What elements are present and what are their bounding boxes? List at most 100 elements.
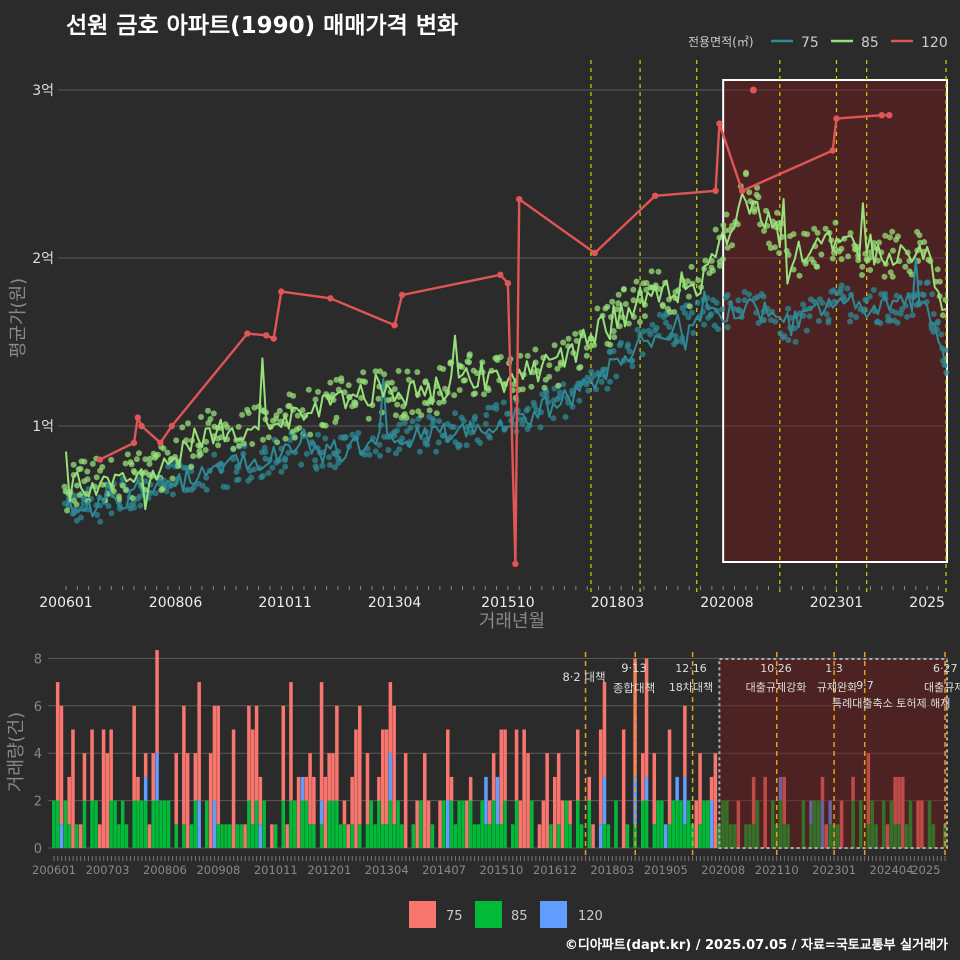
series-75-point bbox=[261, 444, 268, 451]
bar-75 bbox=[182, 705, 186, 825]
series-85-point bbox=[77, 492, 83, 498]
series-120-point bbox=[244, 330, 251, 337]
bar-85 bbox=[893, 824, 897, 848]
bar-85 bbox=[503, 800, 507, 848]
series-120-point bbox=[263, 332, 270, 339]
bar-120 bbox=[258, 824, 263, 848]
bar-75 bbox=[296, 776, 301, 848]
bar-85 bbox=[859, 800, 863, 848]
bar-85 bbox=[748, 824, 752, 848]
series-75-point bbox=[724, 324, 731, 331]
policy-label-7b: 대출규제 bbox=[924, 681, 960, 694]
bar-75 bbox=[174, 753, 179, 825]
credit-text: ©디아파트(dapt.kr) / 2025.07.05 / 자료=국토교통부 실… bbox=[564, 938, 948, 953]
policy-label-7a: 6·27 bbox=[933, 662, 958, 675]
bar-85 bbox=[335, 800, 339, 848]
series-75-point bbox=[131, 504, 138, 511]
series-75-point bbox=[938, 331, 945, 338]
series-75-point bbox=[235, 476, 242, 483]
series-85-point bbox=[528, 383, 535, 390]
series-85-point bbox=[633, 278, 640, 285]
series-85-point bbox=[822, 225, 829, 232]
series-85-point bbox=[620, 286, 627, 293]
series-85-point bbox=[129, 495, 136, 502]
series-85-point bbox=[215, 442, 222, 449]
series-85-point bbox=[381, 371, 388, 378]
policy-label-3a: 12·16 bbox=[675, 662, 707, 675]
bar-85 bbox=[530, 800, 534, 848]
bar-120 bbox=[300, 776, 305, 801]
bar-85 bbox=[247, 800, 251, 848]
policy-label-2b: 종합대책 bbox=[613, 681, 655, 695]
bar-85 bbox=[113, 800, 117, 848]
series-75-point bbox=[930, 311, 937, 317]
series-85-point bbox=[81, 458, 88, 465]
bar-85 bbox=[728, 824, 733, 848]
series-85-point bbox=[802, 260, 809, 267]
bar-75 bbox=[545, 753, 549, 848]
bottom-x-tick-11: 201905 bbox=[644, 863, 688, 877]
series-75-point bbox=[735, 297, 742, 304]
series-75-point bbox=[543, 389, 550, 396]
series-85-point bbox=[294, 412, 301, 419]
bar-85 bbox=[308, 824, 312, 848]
series-75-point bbox=[610, 348, 617, 354]
series-85-point bbox=[173, 437, 180, 444]
bar-75 bbox=[426, 800, 431, 848]
series-85-point bbox=[754, 184, 761, 191]
series-75-point bbox=[278, 468, 285, 475]
series-85-point bbox=[546, 373, 553, 380]
series-85-point bbox=[459, 364, 465, 370]
series-85-point bbox=[771, 244, 778, 251]
series-85-point bbox=[108, 456, 115, 463]
series-120-point bbox=[504, 280, 512, 287]
bar-75 bbox=[602, 682, 607, 777]
bar-85 bbox=[816, 800, 821, 848]
bar-85 bbox=[304, 800, 309, 848]
series-85-line bbox=[65, 192, 947, 511]
bar-75 bbox=[67, 776, 71, 825]
series-75-point bbox=[909, 312, 916, 319]
series-85-point bbox=[874, 257, 881, 264]
series-75-point bbox=[211, 451, 218, 458]
series-120-point bbox=[652, 192, 659, 199]
policy-label-4a: 10·26 bbox=[760, 662, 792, 675]
series-85-point bbox=[702, 257, 709, 264]
series-85-point bbox=[179, 424, 186, 431]
bar-75 bbox=[694, 800, 699, 848]
bar-85 bbox=[377, 800, 381, 848]
series-85-point bbox=[291, 434, 298, 441]
bar-85 bbox=[751, 824, 756, 848]
series-85-point bbox=[886, 234, 893, 241]
series-85-point bbox=[77, 465, 84, 472]
series-85-point bbox=[394, 401, 401, 408]
series-75-point bbox=[199, 482, 206, 489]
series-85-point bbox=[695, 277, 702, 284]
bar-85 bbox=[652, 824, 657, 848]
series-75-point bbox=[137, 502, 144, 509]
bar-85 bbox=[927, 800, 932, 848]
bar-85 bbox=[813, 800, 817, 848]
bottom-x-tick-13: 202110 bbox=[755, 863, 799, 877]
bar-85 bbox=[312, 824, 316, 848]
bar-75 bbox=[281, 705, 286, 801]
series-75-point bbox=[560, 381, 567, 388]
bar-120 bbox=[683, 776, 687, 825]
series-85-point bbox=[532, 346, 539, 353]
bar-85 bbox=[499, 824, 504, 848]
bar-85 bbox=[235, 824, 240, 848]
series-75-point bbox=[760, 293, 767, 300]
series-85-point bbox=[746, 189, 753, 196]
series-75-point bbox=[741, 288, 748, 295]
bar-75 bbox=[55, 682, 60, 801]
series-85-point bbox=[594, 305, 601, 312]
series-75-point bbox=[598, 378, 605, 385]
series-75-point bbox=[604, 385, 611, 392]
series-85-point bbox=[244, 406, 251, 413]
bar-75 bbox=[270, 824, 274, 848]
bar-75 bbox=[392, 705, 396, 825]
series-85-point bbox=[688, 263, 695, 270]
series-85-point bbox=[942, 296, 949, 303]
bar-85 bbox=[564, 800, 569, 848]
series-75-point bbox=[203, 486, 210, 493]
